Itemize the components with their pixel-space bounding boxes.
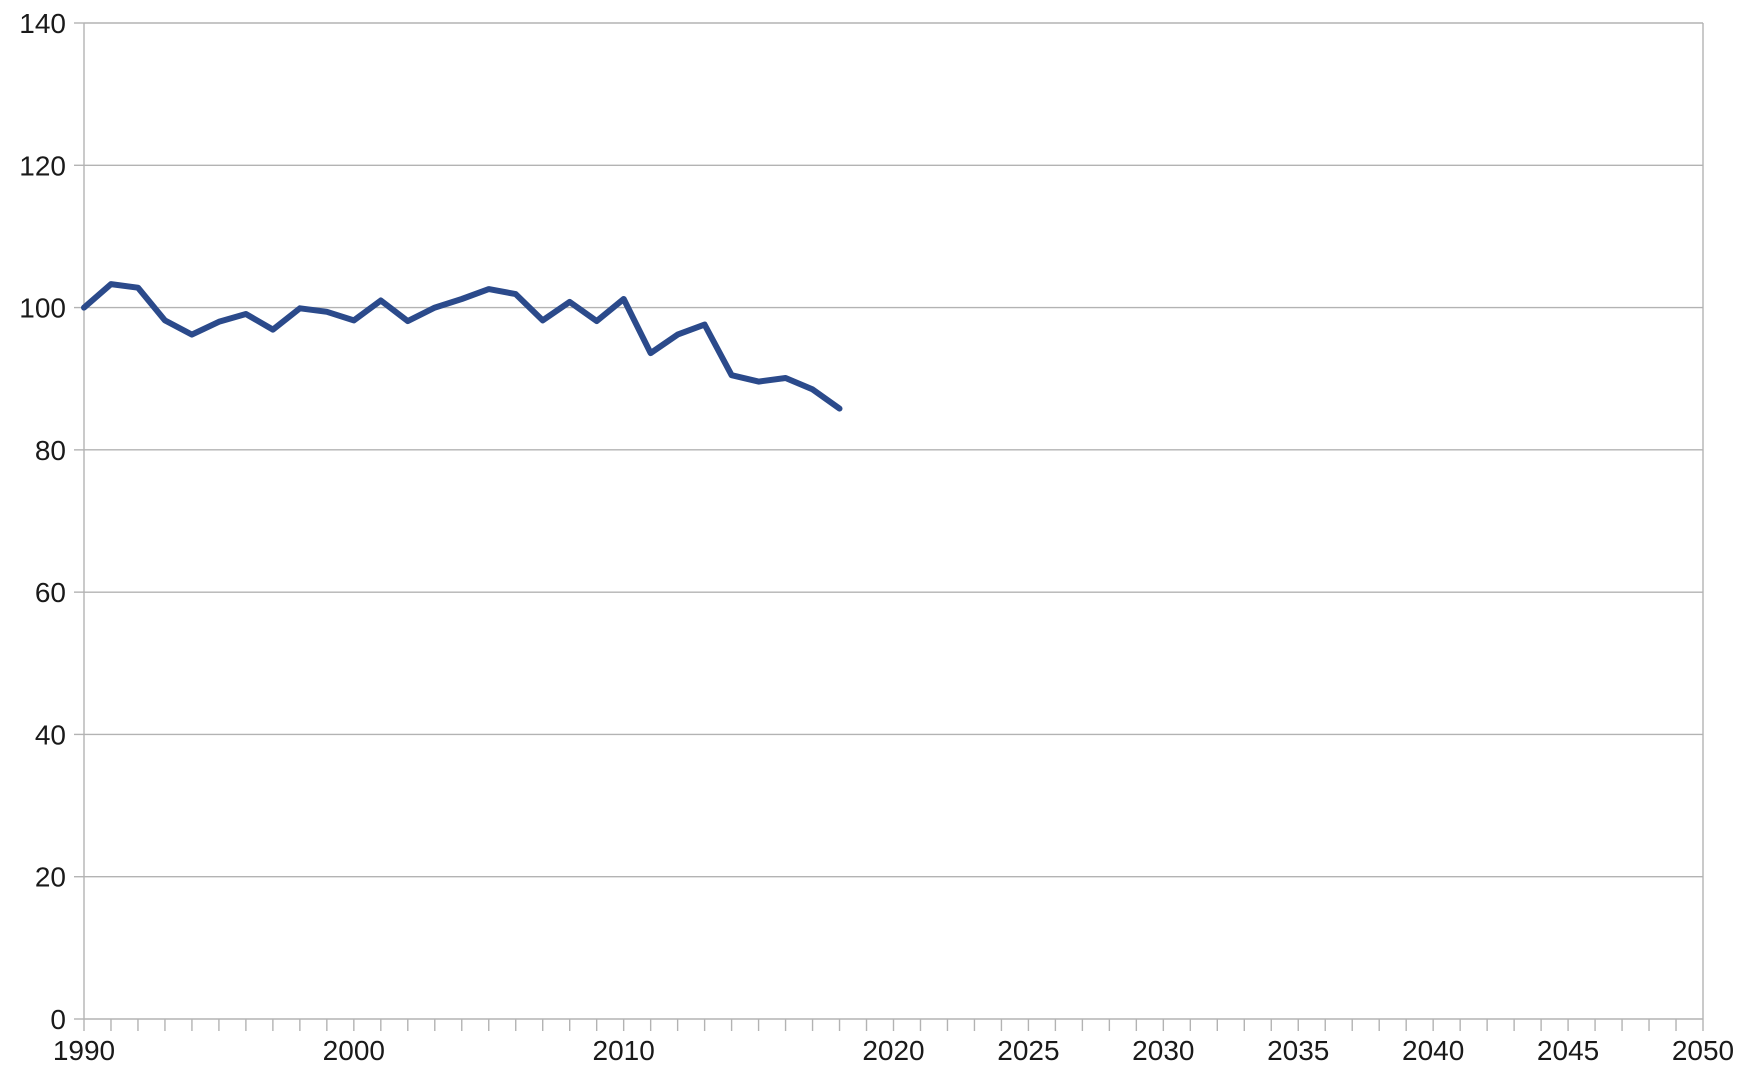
series-line-0 [81, 281, 843, 412]
x-tick-label-2025: 2025 [997, 1035, 1059, 1066]
x-tick-label-2045: 2045 [1537, 1035, 1599, 1066]
axes [83, 23, 1704, 1020]
x-tick-label-2030: 2030 [1132, 1035, 1194, 1066]
gridlines [84, 22, 1703, 878]
x-tick-label-2050: 2050 [1672, 1035, 1734, 1066]
y-tick-label-80: 80 [35, 435, 66, 466]
x-tick-label-2020: 2020 [862, 1035, 924, 1066]
y-tick-label-60: 60 [35, 577, 66, 608]
x-tick-label-2040: 2040 [1402, 1035, 1464, 1066]
y-tick-label-100: 100 [19, 293, 66, 324]
y-tick-label-0: 0 [50, 1004, 66, 1035]
x-tick-label-2000: 2000 [323, 1035, 385, 1066]
y-tick-label-120: 120 [19, 150, 66, 181]
y-tick-label-140: 140 [19, 8, 66, 39]
axis-ticks [74, 22, 1704, 1031]
series-lines [81, 281, 843, 412]
x-tick-label-1990: 1990 [53, 1035, 115, 1066]
y-tick-label-20: 20 [35, 862, 66, 893]
x-tick-label-2035: 2035 [1267, 1035, 1329, 1066]
x-tick-label-2010: 2010 [593, 1035, 655, 1066]
y-tick-label-40: 40 [35, 719, 66, 750]
